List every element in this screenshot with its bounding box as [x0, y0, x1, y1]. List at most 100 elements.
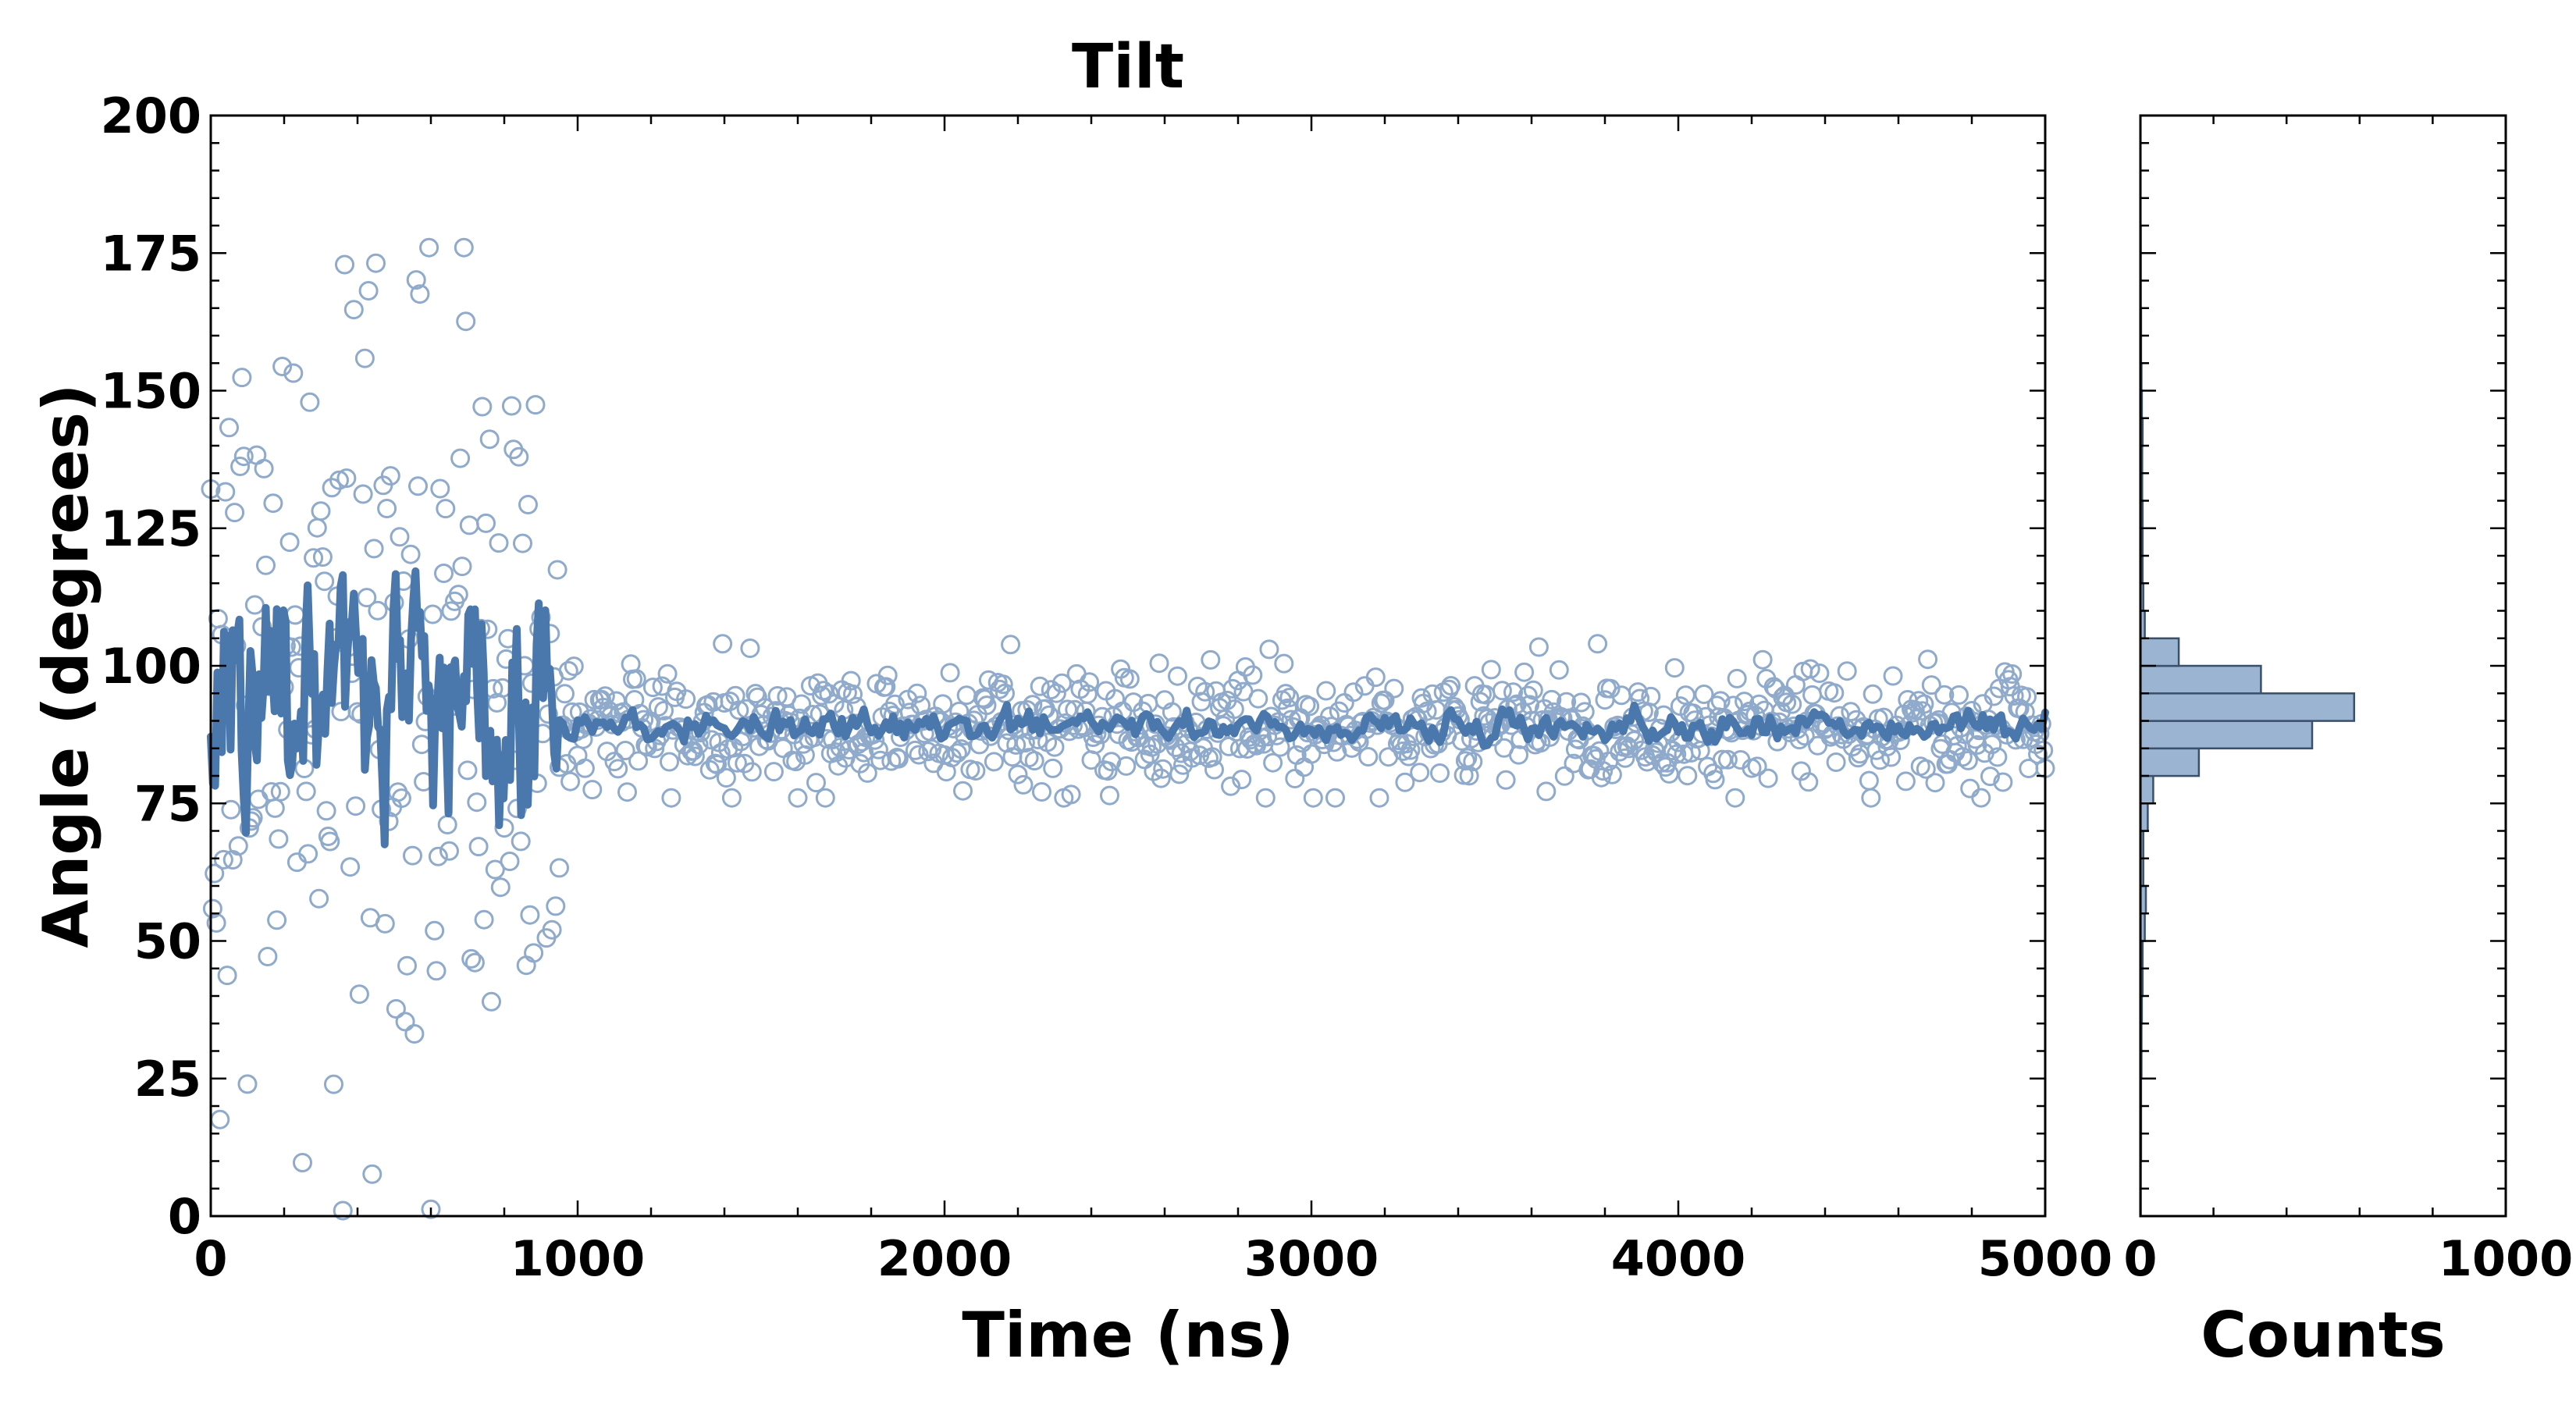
y-tick-label: 0 [168, 1188, 201, 1245]
scatter-point [375, 913, 395, 934]
x-axis-label: Time (ns) [962, 1299, 1293, 1371]
scatter-point [390, 527, 410, 547]
scatter-point [500, 852, 520, 871]
scatter-point [1481, 660, 1501, 680]
scatter-point [353, 484, 373, 504]
scatter-point [1514, 662, 1535, 682]
scatter-point [990, 679, 1009, 699]
y-tick-label: 75 [134, 775, 201, 832]
y-tick-label: 200 [101, 87, 201, 144]
scatter-point [1316, 681, 1336, 701]
scatter-point [1536, 781, 1557, 802]
scatter-point [461, 948, 482, 969]
scatter-point [1013, 774, 1034, 795]
scatter-point [562, 702, 582, 722]
y-tick-label: 100 [101, 638, 201, 695]
histogram-x-tick-labels: 0 1000 [2123, 1230, 2573, 1287]
scatter-point [1165, 738, 1186, 757]
scatter-point [1916, 759, 1936, 779]
scatter-point [354, 348, 375, 368]
scatter-point [377, 499, 397, 518]
scatter-point [1119, 669, 1140, 689]
scatter-point [1400, 740, 1421, 760]
scatter-point [1881, 747, 1902, 767]
scatter-point [1749, 694, 1769, 714]
scatter-point [1859, 770, 1879, 791]
scatter-point [213, 849, 233, 870]
scatter-point [1630, 688, 1650, 709]
scatter-point [349, 984, 369, 1005]
scatter-point [237, 1074, 258, 1094]
y-tick-label: 25 [134, 1051, 201, 1108]
scatter-point [1675, 685, 1695, 706]
scatter-point [550, 858, 569, 878]
scatter-point [403, 845, 422, 866]
y-tick-label: 125 [101, 500, 201, 557]
scatter-point [542, 919, 562, 940]
scatter-point [1752, 649, 1773, 670]
scatter-point [1800, 659, 1820, 679]
scatter-point [1259, 639, 1279, 660]
scatter-point [1509, 745, 1528, 765]
scatter-point [654, 701, 674, 720]
scatter-point [888, 749, 909, 769]
scatter-point [1417, 701, 1437, 721]
scatter-point [558, 660, 578, 681]
scatter-point [819, 684, 839, 704]
scatter-point [1232, 770, 1252, 790]
scatter-point [364, 539, 384, 559]
scatter-point [615, 741, 635, 760]
scatter-point [400, 544, 421, 564]
scatter-point [311, 501, 331, 521]
scatter-point [1799, 772, 1819, 792]
scatter-point [489, 533, 509, 553]
scatter-point [1593, 761, 1614, 781]
scatter-point [608, 759, 628, 779]
scatter-point [1824, 683, 1845, 703]
scatter-point [1463, 752, 1483, 772]
scatter-point [1044, 737, 1065, 757]
scatter-point [1717, 749, 1738, 770]
scatter-point [1279, 688, 1300, 708]
scatter-point [1191, 692, 1212, 712]
scatter-point [254, 458, 274, 478]
scatter-point [494, 818, 514, 838]
y-tick-label: 50 [134, 913, 201, 970]
scatter-point [518, 495, 538, 514]
x-tick-label: 1000 [511, 1230, 646, 1287]
scatter-point [490, 877, 511, 898]
scatter-point [947, 743, 967, 763]
scatter-point [474, 909, 494, 930]
scatter-point [272, 357, 293, 376]
scatter-point [727, 752, 747, 773]
scatter-point [1281, 710, 1301, 730]
scatter-point [406, 270, 426, 290]
scatter-point [1043, 758, 1063, 778]
scatter-point [256, 555, 276, 575]
scatter-point [479, 429, 500, 450]
scatter-point [1895, 771, 1916, 791]
scatter-point [454, 237, 474, 258]
scatter-point [1993, 772, 2013, 792]
scatter-point [1285, 769, 1305, 788]
scatter-point [1571, 692, 1591, 713]
scatter-point [1808, 735, 1828, 756]
scatter-point [1725, 788, 1745, 808]
scatter-point [1001, 635, 1021, 655]
scatter-point [648, 697, 668, 717]
scatter-point [1061, 784, 1081, 805]
scatter-point [1051, 673, 1072, 693]
scatter-point [1015, 733, 1035, 753]
scatter-point [358, 281, 379, 301]
scatter-point [410, 284, 430, 304]
scatter-point [953, 781, 973, 801]
scatter-point [1375, 690, 1395, 710]
scatter-point [1528, 637, 1549, 657]
scatter-point [525, 395, 546, 415]
scatter-point [482, 991, 501, 1012]
scatter-point [1958, 750, 1978, 770]
scatter-point [1169, 764, 1190, 784]
scatter-point [560, 771, 581, 791]
x-tick-label: 3000 [1244, 1230, 1379, 1287]
scatter-point [380, 466, 400, 486]
